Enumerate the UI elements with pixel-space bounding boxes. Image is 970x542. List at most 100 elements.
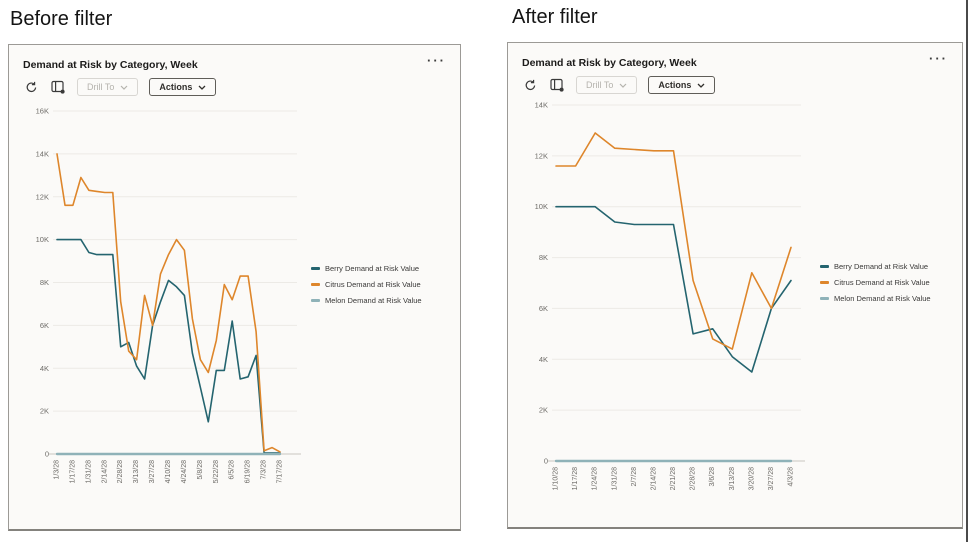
chart-toolbar: Drill To Actions: [23, 78, 217, 96]
refresh-icon[interactable]: [522, 77, 538, 93]
svg-text:3/13/28: 3/13/28: [133, 460, 140, 483]
chart-title: Demand at Risk by Category, Week: [23, 59, 198, 71]
svg-text:8K: 8K: [539, 253, 548, 262]
svg-text:2/28/28: 2/28/28: [690, 467, 697, 490]
svg-text:3/27/28: 3/27/28: [768, 467, 775, 490]
legend-item[interactable]: Melon Demand at Risk Value: [820, 294, 931, 303]
svg-text:4/24/28: 4/24/28: [181, 460, 188, 483]
svg-text:12K: 12K: [36, 192, 49, 201]
svg-text:1/31/28: 1/31/28: [611, 467, 618, 490]
actions-label: Actions: [658, 80, 692, 90]
legend-item[interactable]: Citrus Demand at Risk Value: [311, 280, 422, 289]
chart-legend: Berry Demand at Risk Value Citrus Demand …: [311, 264, 422, 305]
svg-text:3/6/28: 3/6/28: [709, 467, 716, 487]
legend-label: Berry Demand at Risk Value: [834, 262, 929, 271]
drill-to-label: Drill To: [586, 80, 614, 90]
chart-title: Demand at Risk by Category, Week: [522, 57, 697, 69]
svg-text:14K: 14K: [36, 149, 49, 158]
x-axis-labels: 1/10/28 1/17/28 1/24/28 1/31/28 2/7/28 2/14/2…: [553, 467, 795, 490]
series-line-citrus[interactable]: [555, 132, 792, 350]
svg-text:16K: 16K: [36, 107, 49, 116]
svg-text:1/17/28: 1/17/28: [69, 460, 76, 483]
svg-text:1/17/28: 1/17/28: [572, 467, 579, 490]
legend-swatch: [311, 283, 320, 286]
legend-swatch: [311, 267, 320, 270]
y-gridlines: [53, 110, 297, 412]
legend-label: Citrus Demand at Risk Value: [834, 278, 930, 287]
legend-item[interactable]: Berry Demand at Risk Value: [311, 264, 422, 273]
svg-text:6/19/28: 6/19/28: [245, 460, 252, 483]
svg-text:10K: 10K: [36, 235, 49, 244]
after-filter-panel: Demand at Risk by Category, Week ··· Dri…: [507, 42, 963, 529]
svg-text:5/8/28: 5/8/28: [197, 460, 204, 480]
window-edge: [966, 0, 968, 542]
chevron-down-icon: [619, 83, 627, 88]
canvas-pages-icon[interactable]: [549, 77, 565, 93]
series-line-berry[interactable]: [555, 205, 792, 373]
svg-text:4K: 4K: [539, 355, 548, 364]
svg-text:5/22/28: 5/22/28: [213, 460, 220, 483]
svg-text:0: 0: [544, 457, 548, 466]
svg-text:8K: 8K: [40, 278, 49, 287]
series-line-berry[interactable]: [56, 238, 281, 454]
before-filter-panel: Demand at Risk by Category, Week ··· Dri…: [8, 44, 461, 531]
svg-text:1/31/28: 1/31/28: [85, 460, 92, 483]
legend-item[interactable]: Citrus Demand at Risk Value: [820, 278, 931, 287]
series-line-citrus[interactable]: [56, 153, 281, 453]
svg-text:2/28/28: 2/28/28: [117, 460, 124, 483]
legend-swatch: [820, 281, 829, 284]
svg-text:1/10/28: 1/10/28: [553, 467, 560, 490]
legend-swatch: [311, 299, 320, 302]
svg-text:3/27/28: 3/27/28: [149, 460, 156, 483]
svg-text:2K: 2K: [40, 407, 49, 416]
chart-toolbar: Drill To Actions: [522, 76, 716, 94]
more-options-icon[interactable]: ···: [427, 53, 446, 68]
legend-label: Melon Demand at Risk Value: [325, 296, 422, 305]
y-axis-labels: 0 2K 4K 6K 8K 10K 12K 14K: [535, 101, 548, 466]
svg-text:6K: 6K: [539, 304, 548, 313]
svg-text:4/10/28: 4/10/28: [165, 460, 172, 483]
svg-text:1/3/28: 1/3/28: [54, 460, 61, 480]
svg-text:14K: 14K: [535, 101, 548, 110]
actions-button[interactable]: Actions: [149, 78, 217, 96]
chart-legend: Berry Demand at Risk Value Citrus Demand …: [820, 262, 931, 303]
svg-text:7/3/28: 7/3/28: [261, 460, 268, 480]
legend-label: Melon Demand at Risk Value: [834, 294, 931, 303]
svg-text:2/7/28: 2/7/28: [631, 467, 638, 487]
chevron-down-icon: [120, 85, 128, 90]
legend-item[interactable]: Berry Demand at Risk Value: [820, 262, 931, 271]
legend-swatch: [820, 297, 829, 300]
chevron-down-icon: [198, 85, 206, 90]
canvas-pages-icon[interactable]: [50, 79, 66, 95]
svg-text:2/21/28: 2/21/28: [670, 467, 677, 490]
legend-item[interactable]: Melon Demand at Risk Value: [311, 296, 422, 305]
svg-text:3/13/28: 3/13/28: [729, 467, 736, 490]
svg-text:0: 0: [45, 450, 49, 459]
svg-text:2K: 2K: [539, 406, 548, 415]
svg-text:12K: 12K: [535, 151, 548, 160]
svg-text:6/5/28: 6/5/28: [229, 460, 236, 480]
svg-text:3/20/28: 3/20/28: [748, 467, 755, 490]
svg-text:1/24/28: 1/24/28: [592, 467, 599, 490]
chevron-down-icon: [697, 83, 705, 88]
y-axis-labels: 0 2K 4K 6K 8K 10K 12K 14K 16K: [36, 107, 49, 459]
svg-text:2/14/28: 2/14/28: [650, 467, 657, 490]
drill-to-label: Drill To: [87, 82, 115, 92]
refresh-icon[interactable]: [23, 79, 39, 95]
svg-text:2/14/28: 2/14/28: [101, 460, 108, 483]
svg-text:7/17/28: 7/17/28: [277, 460, 284, 483]
svg-text:4K: 4K: [40, 364, 49, 373]
actions-label: Actions: [159, 82, 193, 92]
svg-text:6K: 6K: [40, 321, 49, 330]
line-chart-before[interactable]: 0 2K 4K 6K 8K 10K 12K 14K 16K 1/3/28 1/17/28 1/31/2…: [9, 45, 462, 532]
svg-text:4/3/28: 4/3/28: [788, 467, 795, 487]
legend-label: Citrus Demand at Risk Value: [325, 280, 421, 289]
drill-to-button[interactable]: Drill To: [576, 76, 638, 94]
heading-after-filter: After filter: [512, 6, 598, 28]
more-options-icon[interactable]: ···: [929, 51, 948, 66]
drill-to-button[interactable]: Drill To: [77, 78, 139, 96]
svg-text:10K: 10K: [535, 202, 548, 211]
actions-button[interactable]: Actions: [648, 76, 716, 94]
legend-label: Berry Demand at Risk Value: [325, 264, 420, 273]
